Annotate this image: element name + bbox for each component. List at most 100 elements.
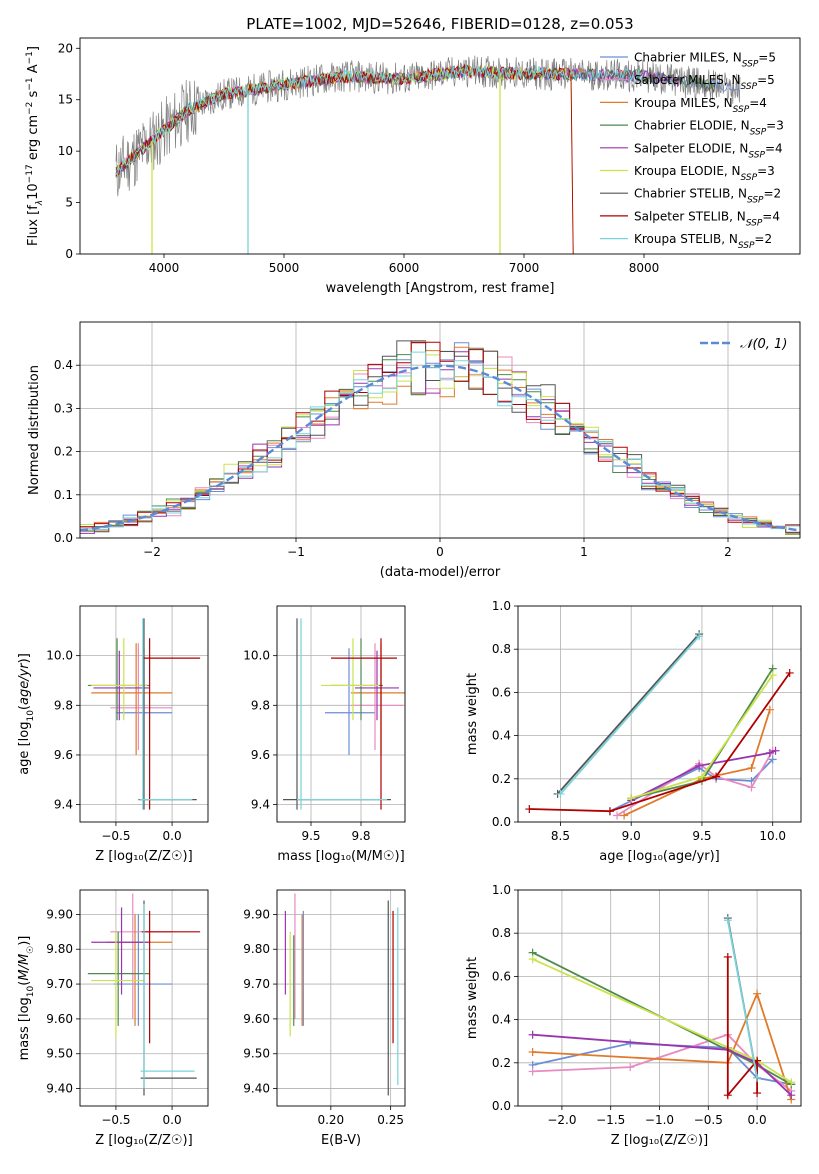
y-tick-label: 9.8 [251,698,270,712]
model-spectrum-salpeter-miles [115,65,680,177]
y-tick-label: 0.0 [492,1099,511,1113]
panel-1: 4000 5000 6000 7000 8000 0 5 10 15 20 wavelength [… [25,37,801,296]
panel-2: −2 −1 0 1 2 0.0 0.1 0.2 0.3 0.4 (data-model)/error… [27,321,801,580]
y-axis-label-part: Normed distribution [27,365,42,495]
legend-nssp: =5 [758,51,776,65]
y-tick-label: 5 [65,196,73,210]
marker-salpeter-miles [528,1067,537,1076]
x-axis-label: E(B-V) [321,1133,361,1148]
y-axis-label-part: mass weight [465,673,480,755]
legend-sub: SSP [747,196,764,206]
x-tick-label: −0.5 [101,829,130,843]
y-tick-label: 0.2 [492,1056,511,1070]
x-tick-label: 0.0 [748,1113,767,1127]
legend-entry-chabrier-miles: Chabrier MILES, NSSP=5 [634,51,776,70]
legend-model: Kroupa ELODIE, N [634,164,741,178]
marker-salpeter-elodie [765,748,774,757]
panel-8: −2.0 −1.5 −1.0 −0.5 0.0 0.0 0.2 0.4 0.6 0.8 1.0 Z [… [465,883,802,1148]
y-axis-label-part: ☉ [26,946,36,954]
x-tick-label: 9.0 [622,829,641,843]
legend-nssp: =2 [754,232,772,246]
x-axis-label: mass [log₁₀(M/M☉)] [277,849,404,864]
legend-nssp: =3 [766,119,784,133]
x-tick-label: 0.0 [163,829,182,843]
y-tick-label: 0.0 [492,815,511,829]
y-axis-label: mass weight [465,957,480,1039]
marker-chabrier-miles [768,755,777,764]
panel-5: 8.5 9.0 9.5 10.0 0.0 0.2 0.4 0.6 0.8 1.0 age [log₁… [465,599,802,864]
y-tick-label: 9.50 [46,1047,73,1061]
y-axis-label-part: ( [17,981,32,986]
model-spectrum-kroupa-elodie [115,65,574,254]
series-kroupa-miles [623,709,771,817]
y-axis-label-part: erg cm [26,115,41,164]
y-axis-label-part: ] [26,46,41,51]
y-tick-label: 9.90 [46,907,73,921]
legend-model: Salpeter MILES, N [634,73,741,87]
x-tick-label: 9.5 [692,829,711,843]
y-tick-label: 1.0 [492,883,511,897]
histogram-chabrier-stelib [80,340,800,533]
y-tick-label: 0.2 [54,445,73,459]
y-tick-label: 9.60 [243,1012,270,1026]
y-tick-label: 0.6 [492,685,511,699]
figure-title: PLATE=1002, MJD=52646, FIBERID=0128, z=0… [246,15,633,33]
plot-area [115,55,741,254]
legend-sub: SSP [738,241,755,251]
legend-model: Kroupa STELIB, N [634,232,738,246]
x-tick-label: −1 [287,545,305,559]
y-tick-label: 9.6 [54,748,73,762]
axes-frame [276,605,406,823]
y-axis-label-part: M/M [17,954,32,981]
grid [277,890,405,1106]
marker-kroupa-stelib [723,916,732,925]
y-tick-label: 0.6 [492,969,511,983]
marker-salpeter-stelib [723,952,732,961]
y-tick-label: 0.4 [492,729,511,743]
y-axis-label: Flux [fλ10−17 erg cm−2 s−1 A−1] [25,46,45,246]
marker-salpeter-elodie [528,1030,537,1039]
legend-model: Chabrier ELODIE, N [634,119,750,133]
y-tick-label: 9.40 [46,1082,73,1096]
legend-sub: SSP [746,218,763,228]
y-axis-label-part: −1 [25,51,35,64]
x-axis-label: Z [log₁₀(Z/Z☉)] [95,849,192,864]
legend-nssp: =3 [757,164,775,178]
y-axis-label-part: s [26,90,41,101]
y-axis-label-part: A [26,64,41,77]
plot-area [87,893,201,1096]
marker-salpeter-miles [747,783,756,792]
marker-kroupa-miles [620,811,629,820]
marker-kroupa-miles [753,989,762,998]
y-axis-label: mass [log10(M/M☉)] [17,936,36,1061]
series-salpeter-elodie [630,749,776,802]
y-tick-label: 0.3 [54,401,73,415]
legend-nssp: =4 [765,141,783,155]
legend-sub: SSP [750,128,767,138]
y-axis-label: Normed distribution [27,365,42,495]
y-tick-label: 0.8 [492,926,511,940]
series-kroupa-stelib [559,635,700,795]
plot-area [284,893,399,1096]
marker-kroupa-miles [528,1048,537,1056]
y-tick-label: 9.8 [54,698,73,712]
panel-6: −0.5 0.0 9.40 9.50 9.60 9.70 9.80 9.90 Z [log₁₀(… [17,889,209,1148]
marker-salpeter-miles [613,811,622,820]
y-tick-label: 10.0 [46,649,73,663]
marker-salpeter-elodie [771,746,780,755]
model-spectrum-kroupa-stelib [115,64,644,177]
panel-7: 0.20 0.25 9.40 9.50 9.60 9.70 9.80 9.90 E(B-V) [243,889,406,1148]
marker-salpeter-stelib [753,1089,762,1098]
x-axis-label: age [log₁₀(age/yr)] [599,849,720,864]
marker-kroupa-elodie [697,772,706,781]
y-tick-label: 9.4 [251,798,270,812]
marker-kroupa-elodie [528,955,537,964]
y-axis-label-part: λ [35,200,45,206]
axes-frame [517,605,802,823]
y-tick-label: 15 [58,93,73,107]
series-chabrier-stelib [556,633,700,795]
marker-kroupa-stelib [556,789,565,798]
marker-kroupa-stelib [695,632,704,641]
